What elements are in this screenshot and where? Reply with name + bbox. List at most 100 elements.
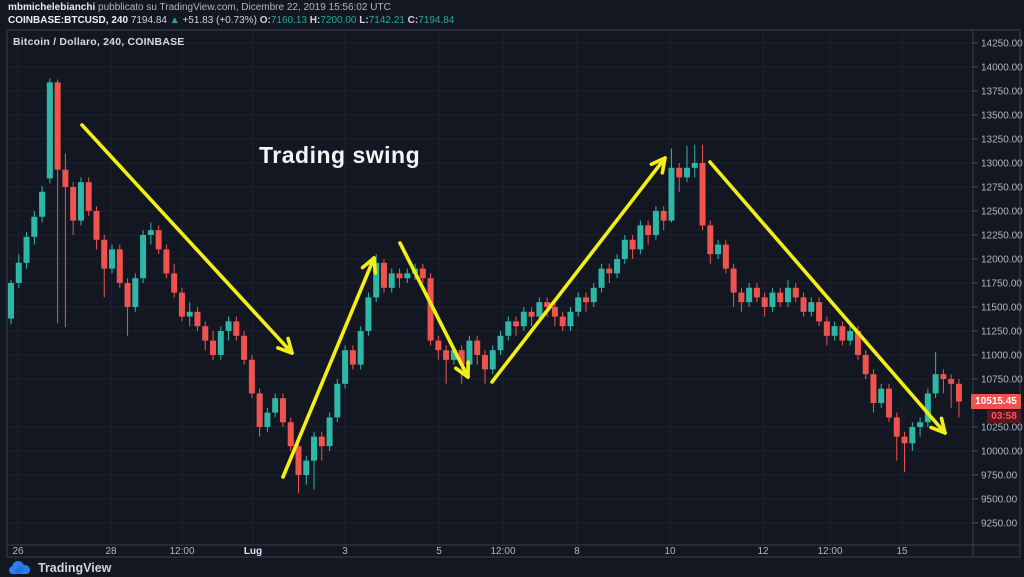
candle-body [575,297,582,312]
candle-body [186,311,193,317]
candle-body [598,268,605,288]
swing-arrow-line[interactable] [80,123,294,355]
candle-body [932,374,939,394]
candle-body [450,350,457,360]
candle-body [31,216,38,237]
candle-body [256,393,263,428]
candle-body [792,287,799,298]
candle-body [637,225,644,250]
swing-arrowhead [372,256,378,275]
price-axis-label[interactable]: 13500.00 [981,110,1023,121]
candle-body [621,239,628,259]
price-axis-label[interactable]: 13000.00 [981,158,1023,169]
low-value: 7142.21 [368,15,405,26]
candle-body [264,412,271,428]
candle-body [862,354,869,375]
price-axis-label[interactable]: 9250.00 [981,519,1018,530]
candle-body [419,268,426,279]
price-axis-label[interactable]: 12750.00 [981,182,1023,193]
candle-body [435,340,442,351]
price-axis-label[interactable]: 9500.00 [981,495,1018,506]
time-axis-label[interactable]: 3 [342,546,348,557]
candle-body [746,287,753,303]
price-axis-label[interactable]: 13750.00 [981,86,1023,97]
candle-body [645,225,652,235]
candle-body [823,321,830,336]
price-axis-label[interactable]: 11500.00 [981,302,1022,313]
swing-arrow-line[interactable] [708,160,947,435]
candle-body [738,292,745,303]
footer: TradingView [8,558,111,577]
time-axis-label[interactable]: 12 [757,546,769,557]
candle-body [357,330,364,365]
candle-body [567,311,574,327]
candle-body [909,427,916,444]
time-axis-label[interactable]: 12:00 [169,546,194,557]
price-axis-label[interactable]: 12500.00 [981,206,1023,217]
candle-body [917,422,924,428]
candle-body [761,297,768,307]
price-axis-label[interactable]: 10000.00 [981,447,1023,458]
candle-body [70,186,77,221]
price-axis-label[interactable]: 11250.00 [981,326,1022,337]
publication-line: mbmichelebianchi pubblicato su TradingVi… [8,1,1008,14]
candle-body [955,383,962,402]
candle-body [147,230,154,235]
price-axis-label[interactable]: 10750.00 [981,374,1023,385]
candle-body [590,287,597,303]
candle-body [342,350,349,384]
candle-body [660,210,667,221]
time-axis-label[interactable]: 5 [436,546,442,557]
time-axis-label[interactable]: 8 [574,546,580,557]
last-price-badge: 10515.45 [971,394,1021,409]
up-arrow-icon: ▲ [169,15,180,26]
price-axis-label[interactable]: 13250.00 [981,134,1023,145]
high-label: H: [309,15,321,26]
price-axis-label[interactable]: 11000.00 [981,350,1022,361]
candle-body [481,354,488,370]
price-axis-label[interactable]: 9750.00 [981,471,1018,482]
candle-body [559,316,566,327]
time-axis-label[interactable]: 28 [105,546,117,557]
candle-body [140,234,147,279]
tradingview-brand-text[interactable]: TradingView [38,560,112,575]
candle-body [210,340,217,355]
swing-arrowhead [649,156,667,167]
swing-arrow-line[interactable] [490,156,667,384]
candle-body [109,249,116,269]
price-axis-label[interactable]: 11750.00 [981,278,1022,289]
time-axis-label[interactable]: 12:00 [490,546,515,557]
candle-body [839,326,846,341]
candle-body [396,273,403,279]
candle-body [528,311,535,317]
candle-body [769,292,776,307]
time-axis-label[interactable]: 10 [664,546,676,557]
time-axis-label[interactable]: Lug [244,546,262,557]
candle-body [536,302,543,317]
time-axis-label[interactable]: 15 [896,546,908,557]
open-label: O: [259,15,271,26]
price-axis-label[interactable]: 12250.00 [981,230,1023,241]
price-axis-label[interactable]: 12000.00 [981,254,1023,265]
candle-body [443,350,450,360]
candle-body [629,239,636,250]
candle-body [466,340,473,365]
candle-body [699,162,706,226]
tradingview-logo-icon[interactable] [8,560,31,575]
time-axis-label[interactable]: 26 [12,546,24,557]
swing-arrowhead [929,425,947,435]
time-axis-label[interactable]: 12:00 [817,546,842,557]
swing-arrow-line[interactable] [398,241,470,379]
price-axis-label[interactable]: 14000.00 [981,62,1023,73]
candle-body [311,436,318,461]
price-axis-label[interactable]: 14250.00 [981,38,1023,49]
price-axis-label[interactable]: 10250.00 [981,423,1023,434]
candle-body [722,244,729,269]
last-price: 7194.84 [130,15,167,26]
swing-arrow-line[interactable] [281,256,376,479]
header: mbmichelebianchi pubblicato su TradingVi… [8,1,1008,27]
price-change: +51.83 (+0.73%) [182,15,257,26]
low-label: L: [359,15,369,26]
